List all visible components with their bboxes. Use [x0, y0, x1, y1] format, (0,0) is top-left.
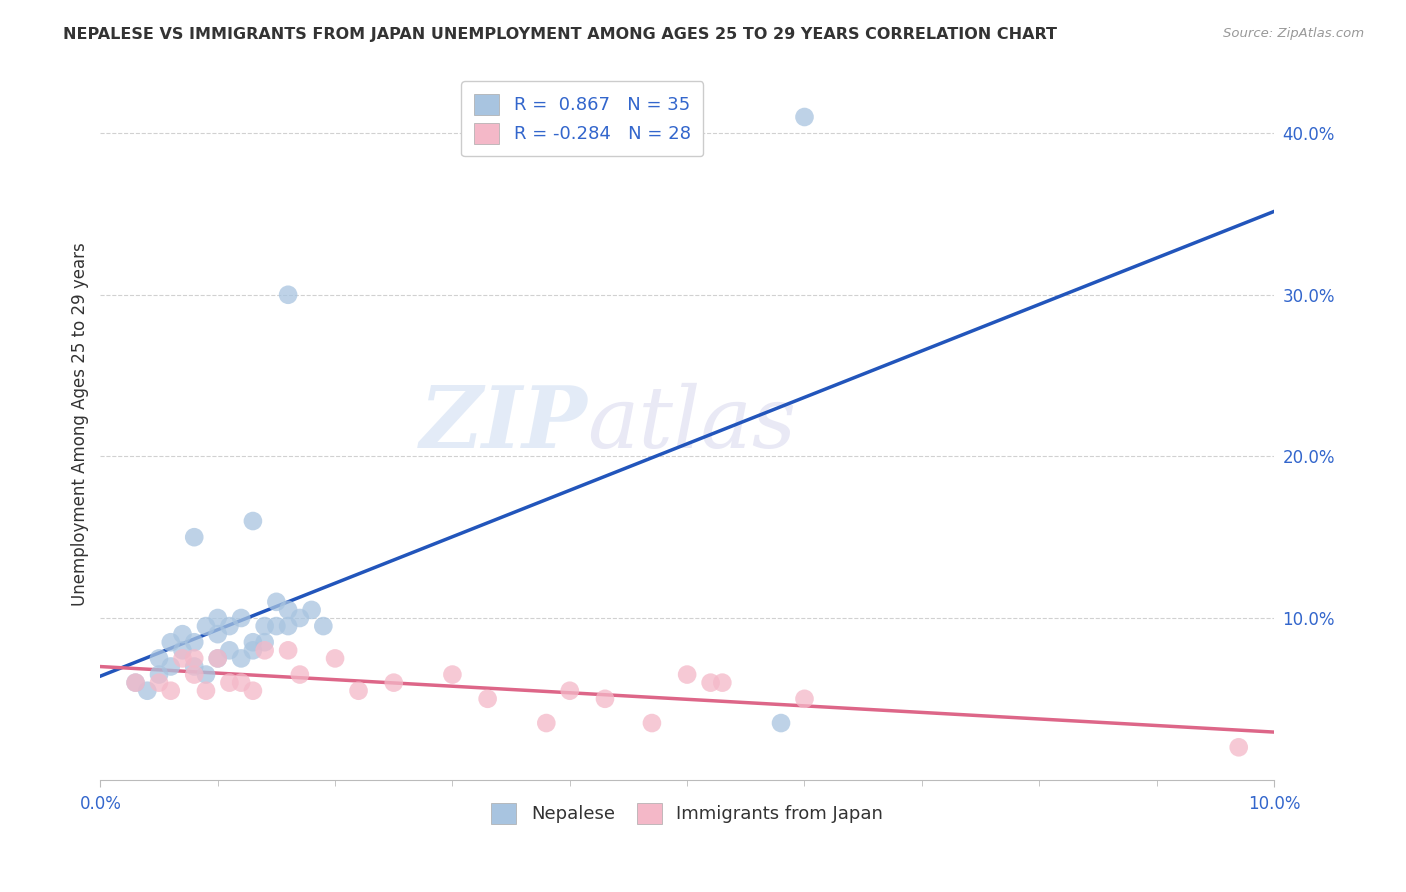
Point [159, 659, 181, 673]
Point [183, 530, 205, 544]
Point [207, 627, 229, 641]
Point [382, 675, 405, 690]
Text: NEPALESE VS IMMIGRANTS FROM JAPAN UNEMPLOYMENT AMONG AGES 25 TO 29 YEARS CORRELA: NEPALESE VS IMMIGRANTS FROM JAPAN UNEMPL… [63, 27, 1057, 42]
Point [231, 675, 253, 690]
Point [159, 635, 181, 649]
Point [242, 514, 264, 528]
Point [253, 619, 276, 633]
Point [194, 683, 217, 698]
Point [218, 643, 240, 657]
Point [769, 716, 792, 731]
Point [242, 683, 264, 698]
Point [242, 643, 264, 657]
Point [277, 603, 299, 617]
Point [148, 667, 170, 681]
Point [124, 675, 146, 690]
Y-axis label: Unemployment Among Ages 25 to 29 years: Unemployment Among Ages 25 to 29 years [72, 243, 89, 606]
Point [323, 651, 346, 665]
Point [183, 651, 205, 665]
Point [301, 603, 323, 617]
Point [536, 716, 558, 731]
Point [194, 667, 217, 681]
Point [793, 691, 815, 706]
Point [277, 619, 299, 633]
Point [148, 675, 170, 690]
Point [477, 691, 499, 706]
Point [558, 683, 581, 698]
Point [711, 675, 734, 690]
Point [231, 611, 253, 625]
Point [148, 651, 170, 665]
Point [194, 619, 217, 633]
Point [699, 675, 721, 690]
Point [347, 683, 370, 698]
Legend: Nepalese, Immigrants from Japan: Nepalese, Immigrants from Japan [481, 792, 894, 835]
Point [266, 595, 288, 609]
Point [159, 683, 181, 698]
Point [593, 691, 616, 706]
Point [312, 619, 335, 633]
Point [207, 611, 229, 625]
Point [253, 643, 276, 657]
Point [183, 659, 205, 673]
Point [183, 635, 205, 649]
Point [277, 643, 299, 657]
Point [231, 651, 253, 665]
Point [124, 675, 146, 690]
Text: Source: ZipAtlas.com: Source: ZipAtlas.com [1223, 27, 1364, 40]
Point [441, 667, 464, 681]
Point [136, 683, 159, 698]
Text: atlas: atlas [588, 383, 797, 466]
Point [242, 635, 264, 649]
Point [218, 619, 240, 633]
Point [172, 627, 194, 641]
Point [207, 651, 229, 665]
Point [1227, 740, 1250, 755]
Point [172, 651, 194, 665]
Point [218, 675, 240, 690]
Point [183, 667, 205, 681]
Point [277, 287, 299, 301]
Point [288, 611, 311, 625]
Point [266, 619, 288, 633]
Point [253, 635, 276, 649]
Point [793, 110, 815, 124]
Point [207, 651, 229, 665]
Point [641, 716, 664, 731]
Text: ZIP: ZIP [419, 383, 588, 466]
Point [172, 643, 194, 657]
Point [676, 667, 699, 681]
Point [288, 667, 311, 681]
